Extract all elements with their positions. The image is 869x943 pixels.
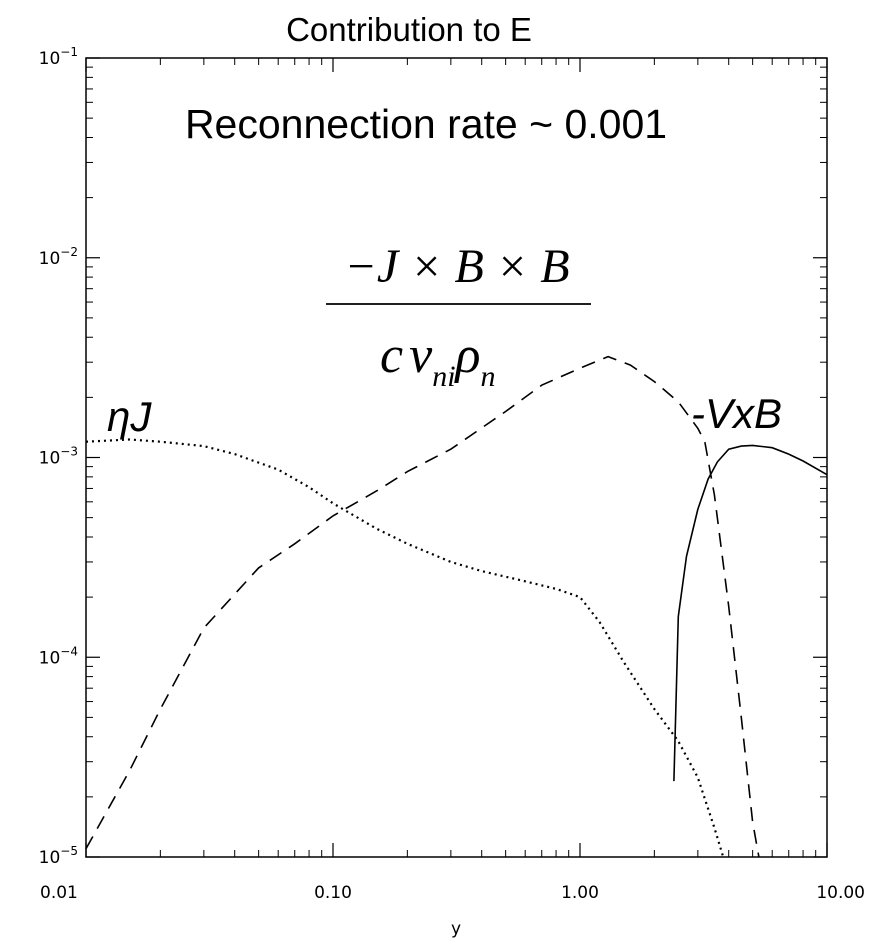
eta-j-label: ηJ bbox=[107, 393, 152, 440]
y-tick-label: 10−3 bbox=[39, 445, 78, 469]
fraction-numerator: −J × B × B bbox=[344, 240, 569, 293]
y-tick-label: 10−5 bbox=[39, 844, 78, 868]
x-tick-label: 0.01 bbox=[40, 883, 78, 903]
denominator-rho: ρ bbox=[454, 327, 481, 384]
x-axis-label: y bbox=[451, 919, 461, 939]
y-tick-base: 10 bbox=[39, 249, 61, 269]
y-tick-label: 10−4 bbox=[39, 644, 78, 668]
y-tick-base: 10 bbox=[39, 848, 61, 868]
y-tick-label: 10−2 bbox=[39, 245, 78, 269]
series-line-dotted bbox=[85, 438, 725, 858]
denominator-nu-sub: ni bbox=[432, 360, 455, 393]
series-line-dashed bbox=[85, 355, 760, 858]
y-tick-exponent: −3 bbox=[60, 445, 78, 459]
plot-area-frame bbox=[85, 57, 828, 858]
chart-title: Contribution to E bbox=[286, 11, 532, 48]
reconnection-rate-annotation: Reconnection rate ~ 0.001 bbox=[185, 101, 667, 147]
series-line-solid bbox=[673, 444, 828, 782]
series-group bbox=[85, 355, 828, 858]
x-tick-label: 1.00 bbox=[561, 883, 599, 903]
y-tick-exponent: −4 bbox=[60, 644, 78, 658]
vxb-label: -VxB bbox=[691, 390, 782, 437]
y-tick-label: 10−1 bbox=[39, 45, 78, 69]
x-tick-label: 10.00 bbox=[816, 883, 865, 903]
denominator-rho-sub: n bbox=[481, 360, 496, 393]
denominator-c: c bbox=[380, 327, 403, 384]
y-tick-exponent: −2 bbox=[60, 245, 78, 259]
y-tick-base: 10 bbox=[39, 648, 61, 668]
axis-ticks bbox=[85, 57, 828, 858]
y-tick-exponent: −5 bbox=[60, 844, 78, 858]
y-tick-base: 10 bbox=[39, 449, 61, 469]
fraction-denominator: c νniρn bbox=[380, 327, 496, 393]
x-tick-labels: 0.01 0.10 1.00 10.00 bbox=[40, 883, 865, 903]
y-tick-exponent: −1 bbox=[60, 45, 78, 59]
y-tick-base: 10 bbox=[39, 49, 61, 69]
denominator-nu: ν bbox=[409, 327, 433, 384]
x-tick-label: 0.10 bbox=[314, 883, 352, 903]
y-tick-labels: 10−510−410−310−210−1 bbox=[39, 45, 78, 868]
